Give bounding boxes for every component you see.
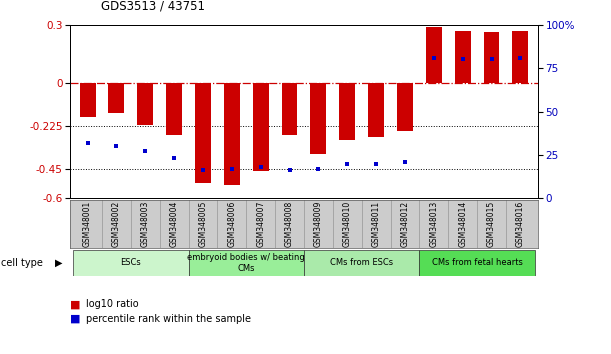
Text: GSM348010: GSM348010 — [343, 201, 352, 247]
Bar — [368, 82, 384, 137]
Text: GSM348008: GSM348008 — [285, 201, 294, 247]
Bar — [79, 82, 95, 117]
Text: ■: ■ — [70, 299, 81, 309]
Text: GDS3513 / 43751: GDS3513 / 43751 — [101, 0, 205, 12]
Bar — [109, 82, 125, 113]
Bar — [189, 250, 304, 276]
Text: ■: ■ — [70, 314, 81, 324]
Text: GSM348015: GSM348015 — [487, 201, 496, 247]
Text: percentile rank within the sample: percentile rank within the sample — [86, 314, 251, 324]
Bar — [455, 30, 470, 82]
Text: CMs from ESCs: CMs from ESCs — [330, 258, 393, 267]
Text: embryoid bodies w/ beating
CMs: embryoid bodies w/ beating CMs — [188, 253, 305, 273]
Text: GSM348007: GSM348007 — [256, 201, 265, 247]
Text: GSM348011: GSM348011 — [371, 201, 381, 247]
Text: ESCs: ESCs — [120, 258, 141, 267]
Bar — [282, 82, 298, 135]
Text: GSM348012: GSM348012 — [400, 201, 409, 247]
Bar — [224, 82, 240, 185]
Text: GSM348005: GSM348005 — [199, 201, 208, 247]
Bar — [310, 82, 326, 154]
Text: GSM348003: GSM348003 — [141, 201, 150, 247]
Text: ▶: ▶ — [55, 258, 62, 268]
Bar — [339, 82, 355, 141]
Bar — [397, 82, 413, 131]
Bar — [137, 82, 153, 125]
Bar — [419, 250, 535, 276]
Text: GSM348013: GSM348013 — [430, 201, 438, 247]
Text: GSM348006: GSM348006 — [227, 201, 236, 247]
Bar — [304, 250, 419, 276]
Bar — [513, 30, 529, 82]
Bar — [253, 82, 269, 171]
Text: GSM348009: GSM348009 — [314, 201, 323, 247]
Bar — [166, 82, 182, 135]
Bar — [73, 250, 189, 276]
Bar — [483, 33, 499, 82]
Bar — [195, 82, 211, 183]
Text: GSM348002: GSM348002 — [112, 201, 121, 247]
Bar — [426, 27, 442, 82]
Text: GSM348014: GSM348014 — [458, 201, 467, 247]
Text: GSM348001: GSM348001 — [83, 201, 92, 247]
Text: GSM348004: GSM348004 — [170, 201, 178, 247]
Text: CMs from fetal hearts: CMs from fetal hearts — [431, 258, 522, 267]
Text: GSM348016: GSM348016 — [516, 201, 525, 247]
Text: log10 ratio: log10 ratio — [86, 299, 138, 309]
Text: cell type: cell type — [1, 258, 43, 268]
